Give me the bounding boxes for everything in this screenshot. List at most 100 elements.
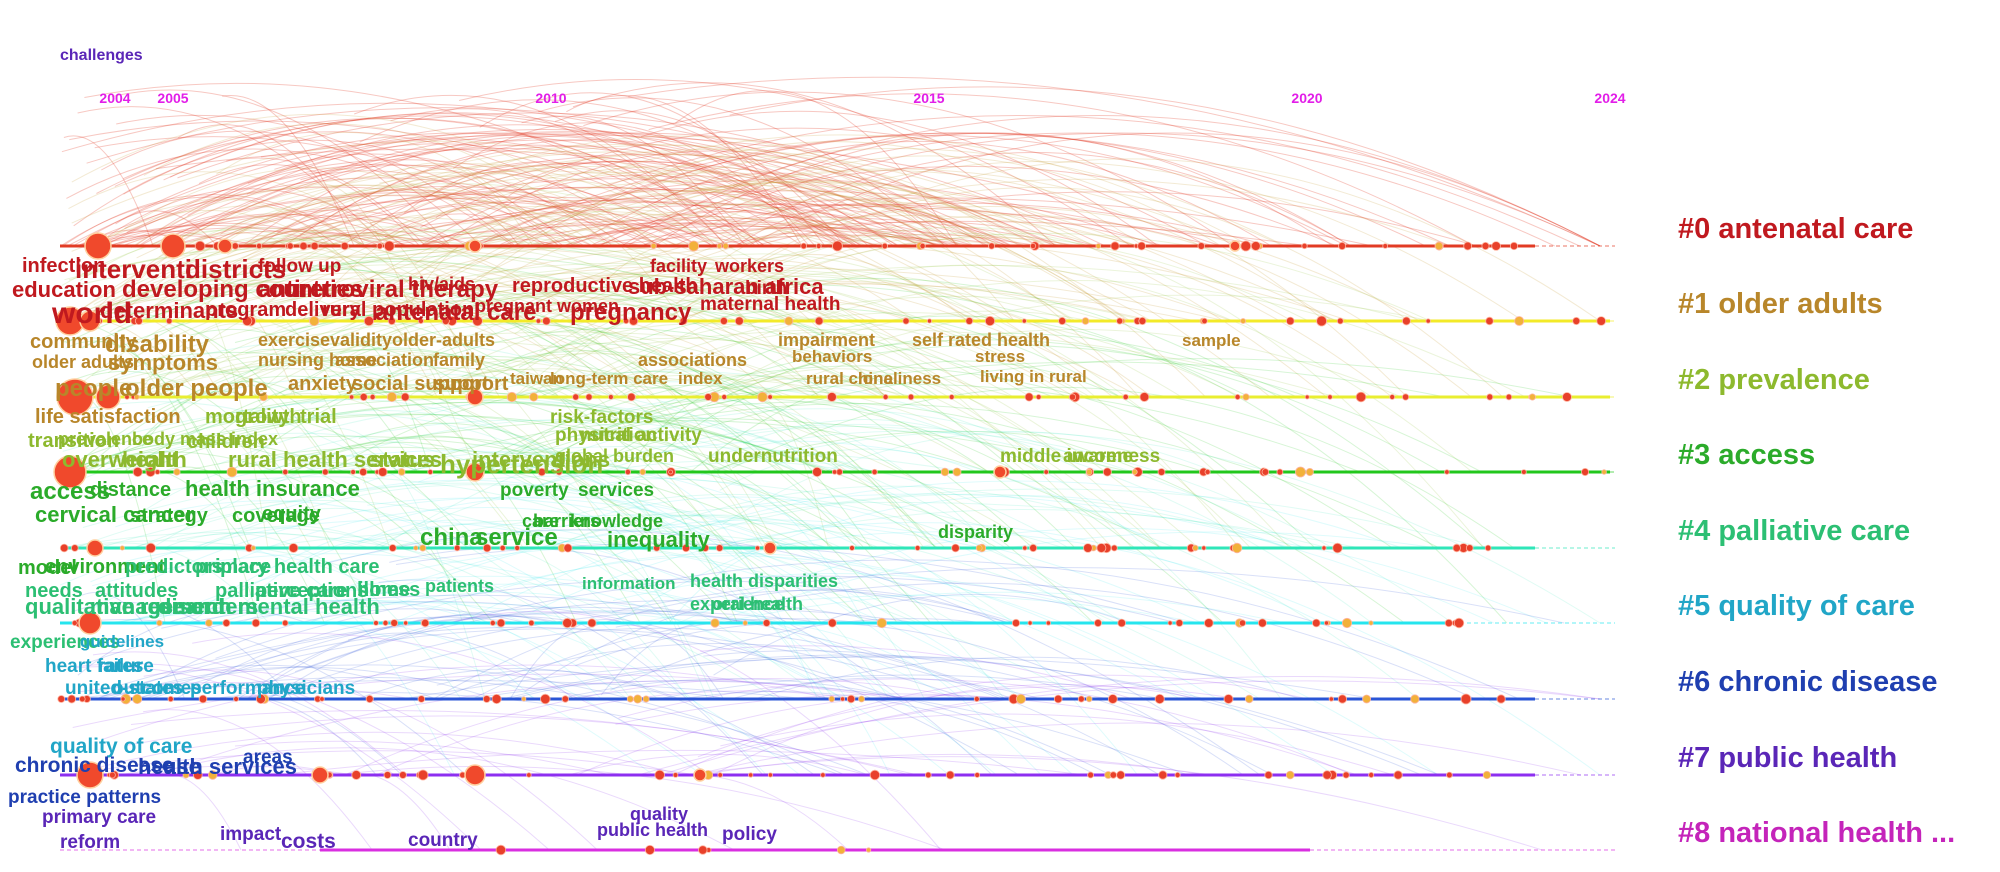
link-arc	[338, 388, 578, 624]
keyword-node-major	[464, 764, 486, 786]
link-arc	[431, 370, 1086, 473]
keyword-node	[820, 772, 826, 778]
keyword-node	[627, 392, 636, 402]
keyword-node	[441, 316, 450, 325]
link-arc	[67, 213, 940, 322]
link-arc	[310, 390, 641, 624]
link-arc	[420, 127, 1207, 247]
keyword-node	[71, 620, 78, 627]
link-arc	[355, 199, 1137, 313]
link-arc	[641, 132, 1601, 247]
keyword-label: birth	[745, 278, 787, 299]
link-arc	[224, 163, 886, 398]
keyword-label: home	[357, 579, 410, 601]
keyword-node	[767, 772, 773, 778]
link-arc	[71, 113, 659, 247]
keyword-label: prevalence	[58, 429, 152, 449]
keyword-node	[1204, 618, 1214, 628]
link-arc	[234, 740, 611, 776]
link-arc	[136, 165, 1114, 398]
link-arc	[617, 280, 1526, 398]
link-arc	[157, 369, 476, 624]
link-arc	[675, 253, 968, 322]
link-arc	[59, 339, 795, 398]
keyword-node	[924, 771, 932, 779]
cluster-label-3[interactable]: #3 access	[1678, 439, 1815, 471]
link-arc	[149, 276, 343, 398]
link-arc	[734, 232, 846, 247]
keyword-node	[529, 392, 539, 402]
link-arc	[661, 214, 1472, 398]
keyword-node	[340, 241, 349, 251]
keyword-label: workers	[714, 256, 784, 276]
keyword-node	[869, 769, 881, 781]
keyword-node	[482, 695, 491, 703]
link-arc	[114, 308, 796, 624]
keyword-label: primary care	[42, 807, 156, 828]
link-arc	[107, 601, 705, 624]
keyword-node	[840, 696, 846, 702]
keyword-label: older adults	[32, 352, 134, 372]
keyword-label: validity	[330, 330, 392, 350]
link-arc	[83, 224, 333, 247]
keyword-label: family	[433, 350, 485, 370]
keyword-node	[704, 393, 713, 401]
cluster-label-2[interactable]: #2 prevalence	[1678, 364, 1870, 396]
keyword-label: needs	[25, 580, 83, 602]
link-arc	[558, 206, 1421, 322]
link-arc	[114, 167, 532, 247]
link-arc	[456, 323, 1133, 549]
keyword-label: hiv/aids	[408, 274, 475, 294]
cluster-label-8[interactable]: #8 national health ...	[1678, 817, 1955, 849]
year-axis: 2004 2005 2010 2015 2020 2024	[99, 90, 1625, 106]
keyword-node	[975, 544, 983, 552]
link-arc	[259, 189, 561, 247]
link-arc	[79, 229, 619, 549]
link-arc	[157, 358, 496, 473]
link-arc	[598, 132, 1555, 247]
keyword-node	[1484, 544, 1492, 552]
link-arc	[252, 413, 783, 624]
keyword-label: disorders	[158, 594, 258, 619]
cluster-label-6[interactable]: #6 chronic disease	[1678, 666, 1938, 698]
keyword-node	[679, 316, 688, 325]
link-arc	[159, 262, 1091, 398]
cluster-label-0[interactable]: #0 antenatal care	[1678, 213, 1913, 245]
keyword-node	[57, 695, 66, 703]
cluster-label-7[interactable]: #7 public health	[1678, 742, 1897, 774]
link-arc	[165, 533, 462, 700]
keyword-label: guidelines	[80, 632, 164, 651]
year-label-2005: 2005	[157, 90, 188, 106]
keyword-node-major	[86, 539, 104, 557]
link-arc	[199, 199, 438, 398]
keyword-node	[624, 468, 632, 476]
keyword-node	[120, 696, 126, 702]
link-arc	[114, 612, 654, 776]
link-arc	[68, 401, 490, 549]
link-arc	[497, 257, 977, 322]
link-arc	[419, 178, 1159, 247]
keyword-node	[1116, 317, 1124, 325]
cluster-label-1[interactable]: #1 older adults	[1678, 288, 1883, 320]
link-arc	[187, 124, 899, 247]
link-arc	[574, 463, 738, 624]
keyword-node-major	[53, 455, 87, 489]
link-arc	[539, 275, 1291, 549]
cluster-label-4[interactable]: #4 palliative care	[1678, 515, 1910, 547]
link-arc	[403, 181, 1327, 398]
link-arc	[139, 147, 857, 247]
keyword-node	[1286, 316, 1295, 326]
link-arc	[389, 420, 1163, 549]
keyword-label: health disparities	[690, 571, 838, 591]
year-label-2020: 2020	[1291, 90, 1322, 106]
keyword-label: social support	[352, 373, 489, 395]
keyword-node	[1342, 771, 1350, 779]
cluster-label-5[interactable]: #5 quality of care	[1678, 590, 1915, 622]
link-arc	[199, 460, 483, 511]
link-arc	[672, 180, 1048, 247]
link-arc	[422, 198, 876, 247]
keyword-label: performance	[190, 678, 305, 699]
link-arc	[518, 344, 1482, 473]
keyword-label: attitudes	[95, 580, 178, 602]
keyword-node	[639, 468, 646, 476]
